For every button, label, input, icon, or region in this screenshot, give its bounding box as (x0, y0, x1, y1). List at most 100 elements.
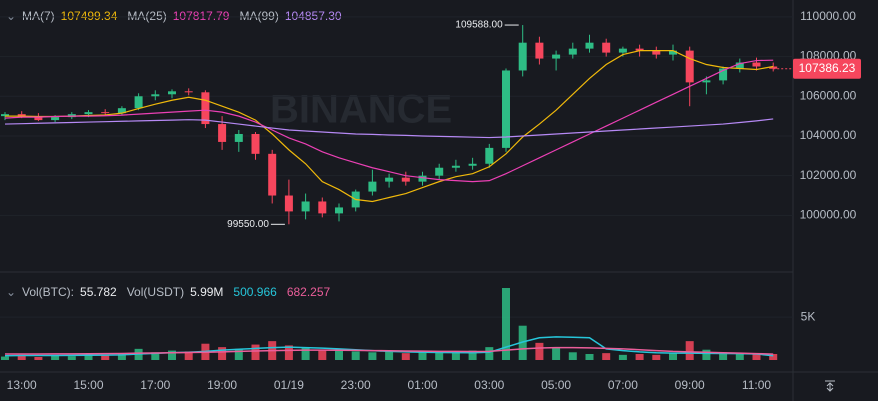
candle-body (552, 54, 561, 59)
candle-body (418, 175, 427, 182)
volume-bar (1, 356, 9, 360)
volume-bar (585, 354, 594, 360)
candle-body (585, 42, 594, 49)
y-tick-label: 110000.00 (800, 9, 856, 23)
ma-line (5, 50, 774, 203)
candle-body (218, 124, 227, 142)
candle-body (151, 94, 160, 97)
volume-bar (251, 344, 260, 360)
volume-bar (151, 352, 160, 360)
volume-bar (84, 354, 93, 360)
volume-bar (168, 350, 176, 360)
volume-bar (117, 353, 126, 360)
x-tick-label: 01:00 (407, 378, 437, 392)
volume-bar (318, 350, 327, 360)
indicator-header: ⌄ MA(7) 107499.34 MA(25) 107817.79 MA(99) 1048… (6, 9, 342, 299)
candle-body (602, 42, 611, 53)
candle-body (568, 48, 577, 55)
y-tick-label: 102000.00 (800, 168, 857, 182)
candle-body (518, 42, 527, 71)
x-tick-label: 13:00 (7, 378, 37, 392)
candle-body (34, 117, 43, 121)
volume-bar (51, 355, 60, 360)
legend-text: 5.99M (190, 285, 223, 299)
candle-body (335, 207, 343, 214)
candle-body (435, 167, 444, 176)
legend-text: 107499.34 (61, 9, 118, 23)
annotation: 99550.00 (227, 219, 269, 230)
legend-text: MA(99) (239, 9, 278, 23)
candle-body (268, 153, 277, 196)
volume-bar (451, 352, 460, 360)
candle-body (168, 91, 176, 95)
volume-bar (568, 352, 577, 360)
candle-body (51, 117, 60, 121)
candle-body (669, 50, 677, 55)
volume-bar (34, 357, 43, 360)
candle-body (368, 181, 377, 192)
volume-bar (535, 342, 544, 360)
candle-body (1, 114, 9, 117)
candle-body (251, 133, 260, 154)
candle-body (769, 66, 778, 69)
candle-body (84, 112, 93, 115)
y-tick-label: 100000.00 (800, 208, 857, 222)
volume-bar (502, 288, 510, 360)
candle-body (685, 50, 694, 83)
volume-bar (368, 352, 377, 360)
volume-bar (17, 354, 26, 360)
volume-bar (418, 352, 427, 360)
volume-bar (635, 354, 644, 360)
scale-icon (825, 380, 835, 392)
x-tick-label: 15:00 (73, 378, 103, 392)
volume-bar (769, 354, 778, 360)
volume-bar (552, 347, 561, 360)
candle-body (752, 62, 761, 67)
x-tick-label: 01/19 (274, 378, 304, 392)
candle-body (101, 112, 110, 114)
volume-bar (385, 350, 394, 360)
candle-body (652, 50, 661, 55)
x-tick-label: 07:00 (608, 378, 638, 392)
candle-body (385, 177, 394, 182)
volume-bar (752, 354, 761, 360)
x-tick-label: 09:00 (675, 378, 705, 392)
legend-text: MA(25) (127, 9, 166, 23)
legend-toggle: ⌄ (6, 285, 16, 299)
watermark: BINANCE (270, 88, 452, 132)
candle-body (451, 165, 460, 168)
volume-bar (735, 353, 744, 360)
volume-bar (301, 348, 310, 360)
x-tick-label: 19:00 (207, 378, 237, 392)
candle-body (318, 201, 327, 214)
legend-text: 55.782 (80, 285, 117, 299)
volume-bar (485, 347, 494, 360)
volume-bar (401, 353, 410, 360)
legend-text: 682.257 (287, 285, 331, 299)
volume-bar (685, 341, 694, 360)
volume-bar (218, 347, 227, 360)
legend-text: 107817.79 (173, 9, 230, 23)
volume-bar (67, 356, 76, 360)
volume-bar (335, 349, 343, 360)
volume-bar (234, 348, 243, 360)
ma-line (5, 346, 774, 355)
volume-bar (518, 325, 527, 360)
candle-body (618, 48, 627, 53)
ma-line (4, 118, 774, 139)
legend-text: MA(7) (22, 9, 55, 23)
volume-bar (184, 351, 193, 360)
candle-body (735, 62, 744, 69)
candle-body (485, 147, 494, 164)
candle-body (134, 96, 143, 109)
x-tick-label: 11:00 (742, 378, 771, 392)
volume-bar (468, 350, 477, 360)
volume-bar (669, 353, 677, 360)
volume-bar (719, 352, 728, 360)
volume-bar (652, 354, 661, 360)
x-tick-label: 17:00 (140, 378, 170, 392)
legend-text: Vol(BTC): (22, 285, 74, 299)
